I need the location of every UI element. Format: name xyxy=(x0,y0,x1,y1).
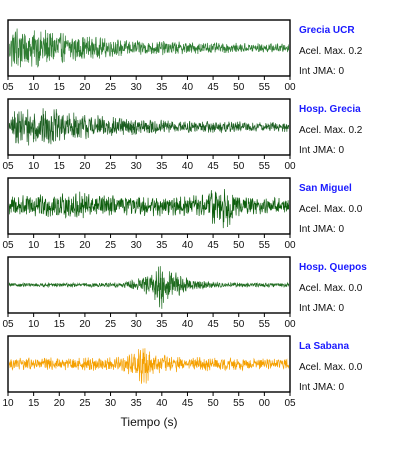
x-tick-label: 50 xyxy=(208,398,220,409)
x-tick-label: 30 xyxy=(131,319,143,330)
x-tick-label: 20 xyxy=(79,240,91,251)
x-tick-label: 35 xyxy=(156,161,168,172)
station-name: Grecia UCR xyxy=(299,25,355,36)
x-tick-label: 20 xyxy=(79,319,91,330)
x-tick-label: 40 xyxy=(182,161,194,172)
x-tick-label: 50 xyxy=(233,319,245,330)
x-tick-label: 00 xyxy=(284,240,296,251)
x-tick-label: 30 xyxy=(105,398,117,409)
x-tick-label: 15 xyxy=(54,319,66,330)
x-tick-label: 00 xyxy=(259,398,271,409)
x-tick-label: 25 xyxy=(105,240,117,251)
acel-max-label: Acel. Max. 0.2 xyxy=(299,46,363,57)
x-tick-label: 15 xyxy=(54,161,66,172)
x-tick-label: 50 xyxy=(233,161,245,172)
x-tick-label: 25 xyxy=(105,319,117,330)
x-tick-label: 15 xyxy=(54,82,66,93)
x-tick-label: 55 xyxy=(233,398,245,409)
int-jma-label: Int JMA: 0 xyxy=(299,145,344,156)
station-name: Hosp. Grecia xyxy=(299,104,361,115)
x-tick-label: 55 xyxy=(259,319,271,330)
x-tick-label: 00 xyxy=(284,319,296,330)
x-tick-label: 30 xyxy=(131,240,143,251)
x-tick-label: 15 xyxy=(54,240,66,251)
panel-4: 05 10 15 20 25 30 35 40 45 50 55 00 Hosp. Quepos Acel… xyxy=(2,256,367,330)
x-tick-label: 25 xyxy=(79,398,91,409)
x-tick-label: 45 xyxy=(208,240,220,251)
station-name: La Sabana xyxy=(299,341,349,352)
x-tick-label: 50 xyxy=(233,240,245,251)
x-tick-label: 40 xyxy=(182,319,194,330)
station-name: San Miguel xyxy=(299,183,352,194)
waveform-series xyxy=(9,188,289,229)
x-tick-label: 35 xyxy=(156,82,168,93)
waveform-series xyxy=(9,348,289,384)
waveform-series xyxy=(9,108,289,146)
x-tick-label: 45 xyxy=(182,398,194,409)
x-tick-label: 30 xyxy=(131,82,143,93)
x-tick-label: 45 xyxy=(208,319,220,330)
waveform-series xyxy=(9,266,289,309)
panel-3: 05 10 15 20 25 30 35 40 45 50 55 00 San Miguel Acel. … xyxy=(2,177,363,251)
x-tick-label: 25 xyxy=(105,161,117,172)
x-tick-label: 55 xyxy=(259,240,271,251)
station-name: Hosp. Quepos xyxy=(299,262,367,273)
x-tick-label: 20 xyxy=(79,161,91,172)
acel-max-label: Acel. Max. 0.2 xyxy=(299,125,363,136)
x-tick-label: 40 xyxy=(156,398,168,409)
x-tick-label: 25 xyxy=(105,82,117,93)
int-jma-label: Int JMA: 0 xyxy=(299,382,344,393)
acel-max-label: Acel. Max. 0.0 xyxy=(299,362,363,373)
x-tick-label: 50 xyxy=(233,82,245,93)
x-tick-label: 35 xyxy=(131,398,143,409)
x-tick-label: 10 xyxy=(28,82,40,93)
x-tick-label: 20 xyxy=(54,398,66,409)
x-tick-label: 05 xyxy=(2,319,14,330)
int-jma-label: Int JMA: 0 xyxy=(299,66,344,77)
x-tick-label: 10 xyxy=(28,240,40,251)
x-tick-label: 10 xyxy=(28,319,40,330)
x-tick-label: 40 xyxy=(182,240,194,251)
x-tick-label: 30 xyxy=(131,161,143,172)
x-tick-label: 00 xyxy=(284,82,296,93)
panel-5: 10 15 20 25 30 35 40 45 50 55 00 05 La Sabana Acel. M… xyxy=(2,335,363,409)
x-tick-label: 05 xyxy=(2,240,14,251)
x-tick-label: 40 xyxy=(182,82,194,93)
x-tick-label: 15 xyxy=(28,398,40,409)
x-tick-label: 45 xyxy=(208,161,220,172)
x-tick-label: 10 xyxy=(28,161,40,172)
x-tick-label: 55 xyxy=(259,82,271,93)
x-tick-label: 00 xyxy=(284,161,296,172)
x-tick-label: 35 xyxy=(156,319,168,330)
x-tick-label: 35 xyxy=(156,240,168,251)
int-jma-label: Int JMA: 0 xyxy=(299,303,344,314)
x-tick-label: 45 xyxy=(208,82,220,93)
x-tick-label: 05 xyxy=(2,161,14,172)
x-tick-label: 10 xyxy=(2,398,14,409)
x-axis-title: Tiempo (s) xyxy=(121,415,178,429)
waveform-series xyxy=(9,28,289,68)
acel-max-label: Acel. Max. 0.0 xyxy=(299,204,363,215)
x-tick-label: 20 xyxy=(79,82,91,93)
panel-1: 05 10 15 20 25 30 35 40 45 50 55 00 Grecia UCR Acel. … xyxy=(2,19,363,93)
x-tick-label: 55 xyxy=(259,161,271,172)
acel-max-label: Acel. Max. 0.0 xyxy=(299,283,363,294)
x-tick-label: 05 xyxy=(284,398,296,409)
int-jma-label: Int JMA: 0 xyxy=(299,224,344,235)
panel-2: 05 10 15 20 25 30 35 40 45 50 55 00 Hosp. Grecia Acel… xyxy=(2,98,363,172)
x-tick-label: 05 xyxy=(2,82,14,93)
